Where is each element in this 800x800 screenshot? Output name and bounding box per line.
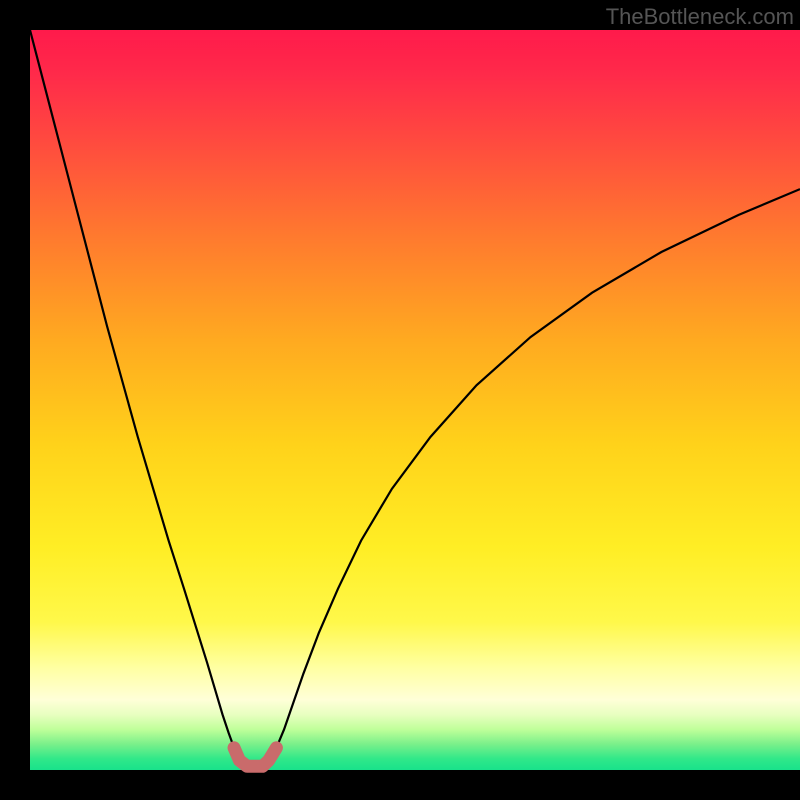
watermark-text: TheBottleneck.com: [606, 4, 794, 30]
bottleneck-chart: [0, 0, 800, 800]
plot-background: [30, 30, 800, 770]
